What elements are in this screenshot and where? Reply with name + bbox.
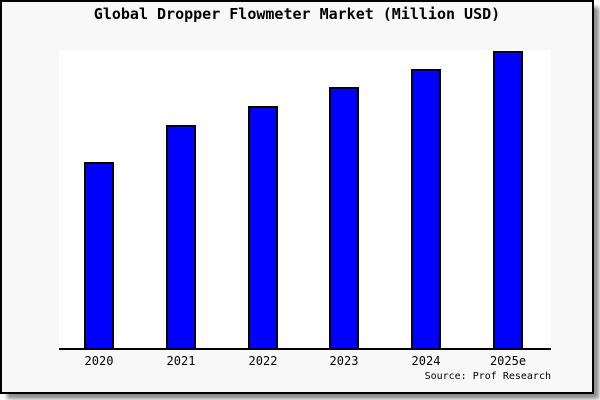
x-tick-label-2022: 2022 — [248, 354, 278, 368]
bar-2023 — [329, 87, 359, 348]
x-tick-label-2021: 2021 — [166, 354, 196, 368]
bar-2020 — [84, 162, 114, 348]
source-credit: Source: Prof Research — [424, 371, 551, 382]
x-tick-label-2024: 2024 — [411, 354, 441, 368]
x-tick-label-2023: 2023 — [329, 354, 359, 368]
x-tick-label-2025e: 2025e — [489, 354, 527, 368]
plot-area — [59, 50, 551, 350]
chart-title: Global Dropper Flowmeter Market (Million… — [93, 5, 501, 23]
bar-2022 — [248, 106, 278, 348]
bar-2024 — [411, 69, 441, 348]
x-tick-label-2020: 2020 — [84, 354, 114, 368]
bar-2025e — [493, 51, 523, 348]
bar-2021 — [166, 125, 196, 348]
